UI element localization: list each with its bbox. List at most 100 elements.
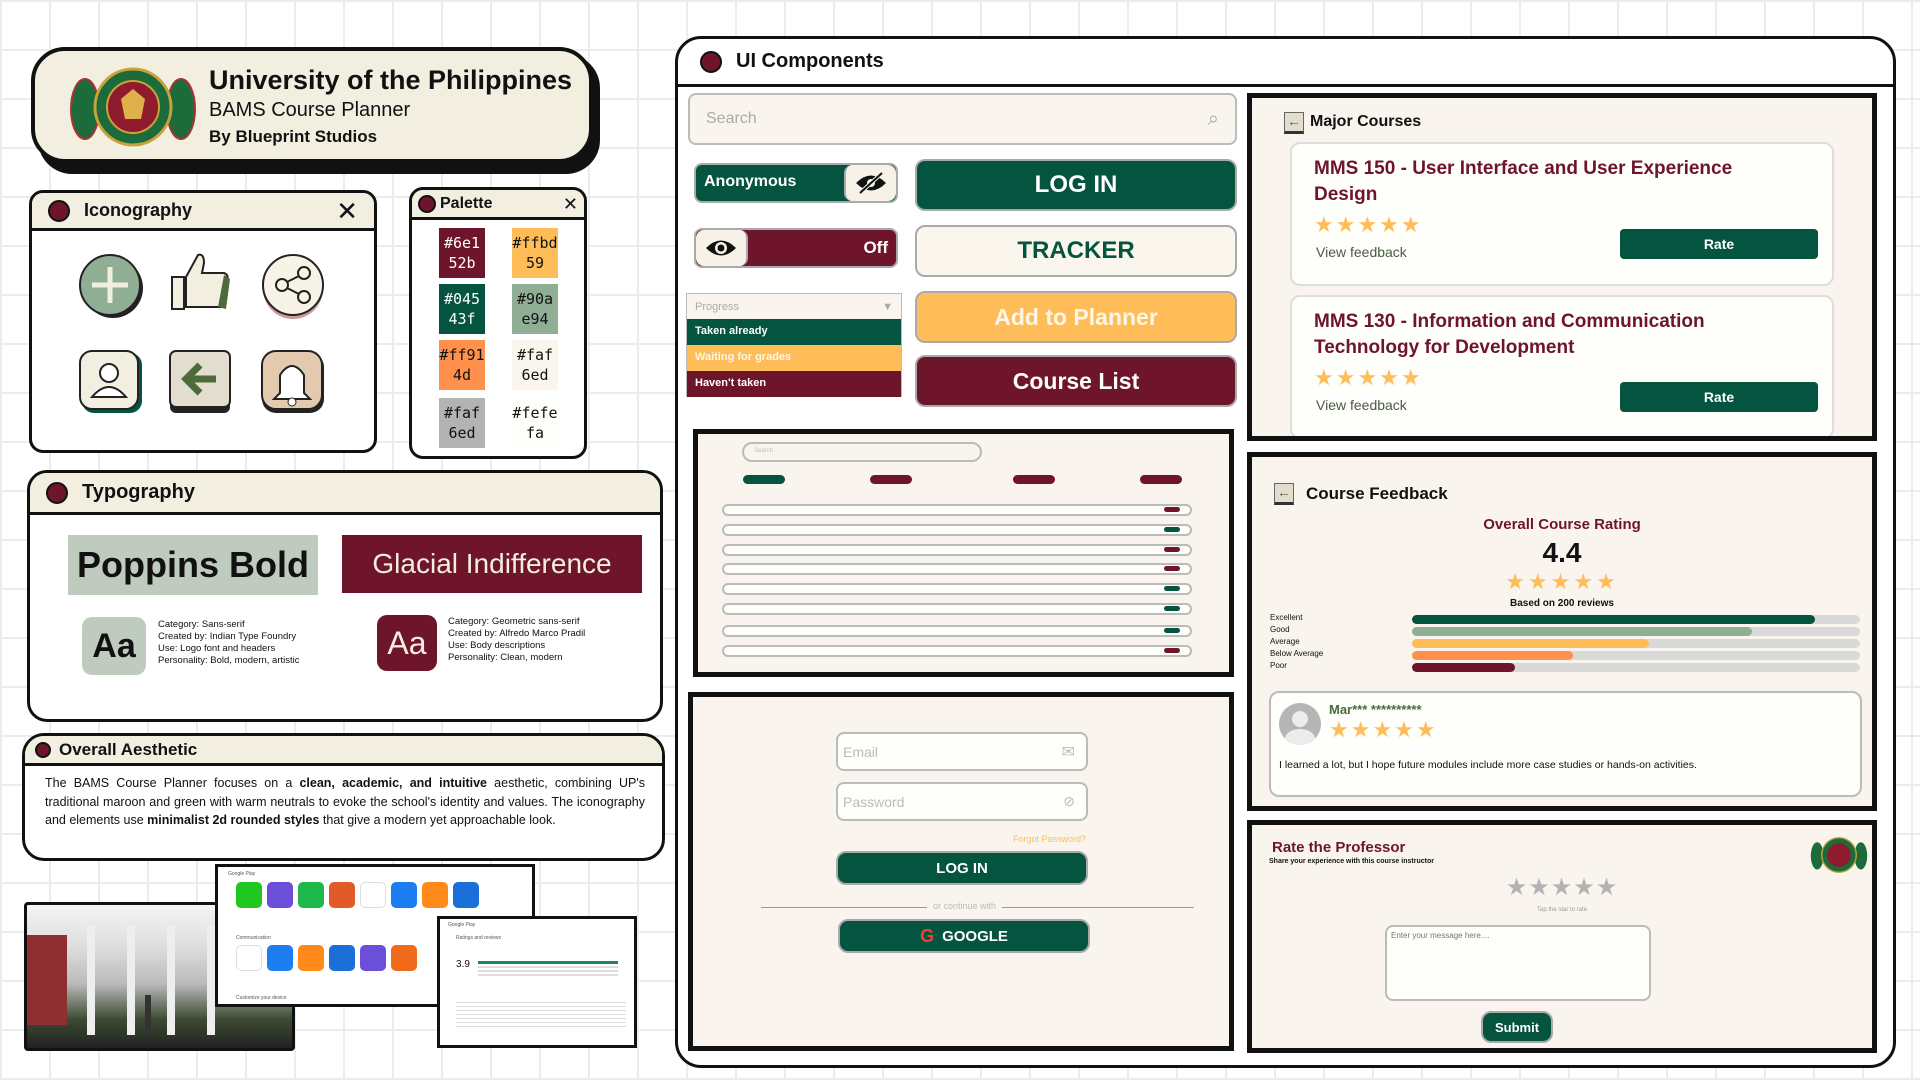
avatar [1279, 703, 1321, 745]
wireframe-tab[interactable] [1013, 475, 1055, 484]
progress-placeholder: Progress [695, 300, 740, 313]
email-placeholder: Email [843, 743, 879, 760]
reviews-score: 3.9 [456, 959, 470, 970]
rating-label: Good [1270, 625, 1290, 634]
wireframe-row[interactable] [722, 544, 1192, 556]
window-dot-icon [46, 481, 68, 504]
submit-button[interactable]: Submit [1481, 1011, 1553, 1043]
font-sample-glacial: Glacial Indifference [342, 535, 642, 593]
wireframe-row[interactable] [722, 583, 1192, 595]
font-info-poppins: Category: Sans-serif Created by: Indian T… [158, 619, 300, 667]
rate-professor-subtitle: Share your experience with this course i… [1269, 858, 1434, 865]
star-hint: Tap the star to rate [1536, 907, 1588, 913]
login-submit-button[interactable]: LOG IN [836, 851, 1088, 885]
typography-title: Typography [82, 481, 195, 503]
progress-option-not-taken[interactable]: Haven't taken [687, 371, 901, 397]
google-login-button[interactable]: G GOOGLE [838, 919, 1090, 953]
anonymous-label: Anonymous [704, 173, 797, 190]
continue-with-label: or continue with [927, 901, 1003, 911]
progress-option-taken[interactable]: Taken already [687, 319, 901, 345]
wireframe-row[interactable] [722, 504, 1192, 516]
up-seal-logo [70, 67, 196, 147]
iconography-title: Iconography [84, 200, 193, 220]
progress-dropdown[interactable]: Progress ▼ Taken already Waiting for grad… [686, 293, 902, 397]
font-aa-glacial: Aa [377, 615, 437, 671]
rating-label: Excellent [1270, 613, 1303, 622]
visibility-toggle[interactable]: Off [694, 228, 898, 268]
rating-bar-track [1412, 651, 1860, 660]
course-rating-stars: ★★★★★ [1314, 365, 1423, 390]
course-feedback-title: Course Feedback [1306, 484, 1448, 503]
review-card: Mar*** ********** ★★★★★ I learned a lot,… [1269, 691, 1862, 797]
rate-button[interactable]: Rate [1620, 229, 1818, 259]
message-textarea[interactable] [1385, 925, 1651, 1001]
review-text: I learned a lot, but I hope future modul… [1279, 759, 1697, 771]
login-button[interactable]: LOG IN [915, 159, 1237, 211]
course-card[interactable]: MMS 130 - Information and Communication … [1290, 295, 1834, 436]
rating-row: Excellent [1270, 613, 1860, 625]
font-personality: Personality: Clean, modern [448, 652, 563, 663]
typography-card: Typography Poppins Bold Glacial Indiffer… [27, 470, 663, 722]
back-arrow-icon[interactable]: ← [1284, 112, 1304, 134]
tracker-button[interactable]: TRACKER [915, 225, 1237, 277]
wireframe-tab[interactable] [870, 475, 912, 484]
rating-bar-fill [1412, 615, 1816, 624]
wireframe-tab[interactable] [743, 475, 785, 484]
view-feedback-link[interactable]: View feedback [1316, 244, 1407, 260]
swatch-offwhite: #fefe fa [512, 398, 558, 448]
swatch-orange: #ff91 4d [439, 340, 485, 390]
progress-option-waiting[interactable]: Waiting for grades [687, 345, 901, 371]
window-dot-icon [48, 199, 70, 222]
google-label: GOOGLE [942, 927, 1008, 945]
font-category: Category: Geometric sans-serif [448, 616, 580, 627]
wireframe-row[interactable] [722, 603, 1192, 615]
text: aesthetic, combining UP's traditional ma… [45, 776, 646, 827]
window-dot-icon [700, 50, 722, 73]
review-stars: ★★★★★ [1329, 717, 1438, 742]
course-title: MMS 150 - User Interface and User Experi… [1314, 158, 1733, 205]
view-feedback-link[interactable]: View feedback [1316, 397, 1407, 413]
wireframe-search-placeholder: Search [754, 448, 774, 454]
reviewer-name: Mar*** ********** [1329, 702, 1422, 717]
course-title: MMS 130 - Information and Communication … [1314, 311, 1705, 358]
wireframe-search[interactable]: Search [742, 442, 982, 462]
arrow-left-icon[interactable] [168, 349, 234, 415]
course-feedback-panel: ← Course Feedback Overall Course Rating … [1247, 452, 1877, 811]
store-screenshot-reviews: Google Play Ratings and reviews 3.9 [437, 916, 637, 1048]
course-card[interactable]: MMS 150 - User Interface and User Experi… [1290, 142, 1834, 286]
rate-button[interactable]: Rate [1620, 382, 1818, 412]
wireframe-row[interactable] [722, 524, 1192, 536]
text: that give a modern yet approachable look… [319, 813, 556, 827]
back-arrow-icon[interactable]: ← [1274, 483, 1294, 505]
eye-off-icon[interactable]: ⊘ [1063, 793, 1075, 809]
password-field[interactable]: Password ⊘ [836, 782, 1088, 821]
close-icon[interactable]: ✕ [562, 193, 578, 214]
add-to-planner-button[interactable]: Add to Planner [915, 291, 1237, 343]
rating-bar-fill [1412, 627, 1753, 636]
text: The BAMS Course Planner focuses on a [45, 776, 300, 790]
overall-stars: ★★★★★ [1505, 569, 1619, 594]
forgot-password-link[interactable]: Forgot Password? [1012, 834, 1086, 844]
wireframe-row[interactable] [722, 625, 1192, 637]
plus-circle-icon [79, 254, 143, 318]
aesthetic-title: Overall Aesthetic [59, 739, 198, 759]
font-personality: Personality: Bold, modern, artistic [158, 655, 300, 666]
search-input[interactable]: Search ⌕ [688, 93, 1237, 145]
font-creator: Created by: Indian Type Foundry [158, 631, 297, 642]
wireframe-tab[interactable] [1140, 475, 1182, 484]
rating-bar-fill [1412, 639, 1650, 648]
store-brand: Google Play [228, 871, 256, 877]
wireframe-row[interactable] [722, 645, 1192, 657]
star-rating-input[interactable]: ★★★★★ [1505, 874, 1619, 901]
eye-off-icon [844, 165, 896, 201]
font-use: Use: Logo font and headers [158, 643, 276, 654]
wireframe-row[interactable] [722, 563, 1192, 575]
course-list-button[interactable]: Course List [915, 355, 1237, 407]
rating-row: Poor [1270, 661, 1860, 673]
major-courses-panel: ← Major Courses MMS 150 - User Interface… [1247, 93, 1877, 441]
chevron-down-icon: ▼ [882, 300, 893, 313]
close-icon[interactable]: ✕ [336, 195, 358, 226]
header-byline: By Blueprint Studios [209, 127, 378, 146]
email-field[interactable]: Email ✉ [836, 732, 1088, 771]
anonymous-toggle[interactable]: Anonymous [694, 163, 898, 203]
